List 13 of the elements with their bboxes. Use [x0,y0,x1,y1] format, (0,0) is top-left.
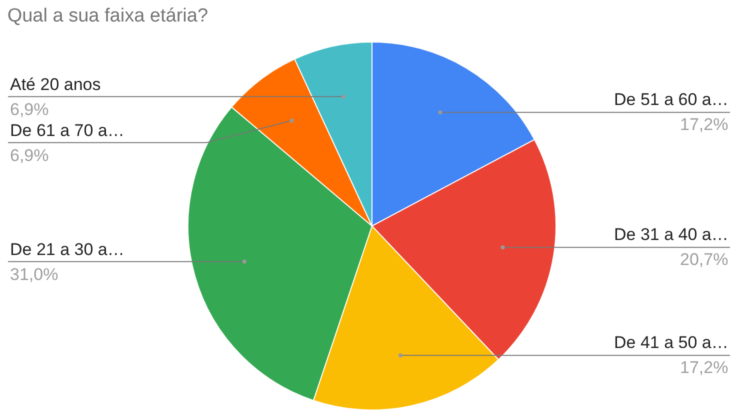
slice-label: De 31 a 40 a… [614,225,728,244]
data-label: 6,9% [10,100,49,119]
data-label: 17,2% [680,358,728,377]
data-label: 20,7% [680,250,728,269]
slice-label: De 51 a 60 a… [614,90,728,109]
slice-label: De 41 a 50 a… [614,333,728,352]
data-label: 17,2% [680,115,728,134]
slice-label: De 61 a 70 a… [10,121,124,140]
data-label: 31,0% [10,265,58,284]
slice-label: De 21 a 30 a… [10,240,124,259]
slice-label: Até 20 anos [10,75,101,94]
chart-title: Qual a sua faixa etária? [7,5,208,26]
data-label: 6,9% [10,146,49,165]
